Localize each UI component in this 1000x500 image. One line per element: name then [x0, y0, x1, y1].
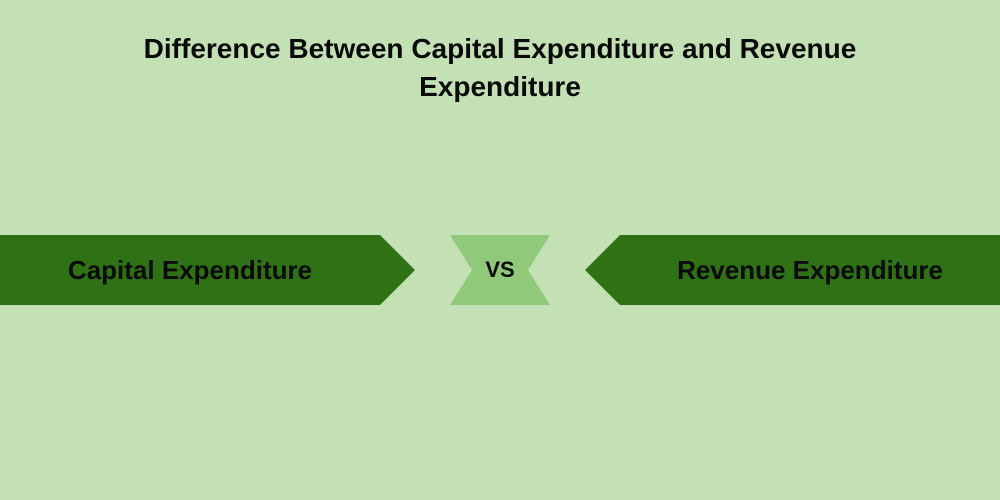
- vs-label: VS: [485, 257, 514, 283]
- right-banner: Revenue Expenditure: [620, 235, 1000, 305]
- left-banner-label: Capital Expenditure: [68, 255, 312, 286]
- right-banner-label: Revenue Expenditure: [677, 255, 943, 286]
- vs-badge: VS: [450, 235, 550, 305]
- page-title: Difference Between Capital Expenditure a…: [0, 30, 1000, 106]
- title-text: Difference Between Capital Expenditure a…: [144, 33, 857, 102]
- left-banner: Capital Expenditure: [0, 235, 380, 305]
